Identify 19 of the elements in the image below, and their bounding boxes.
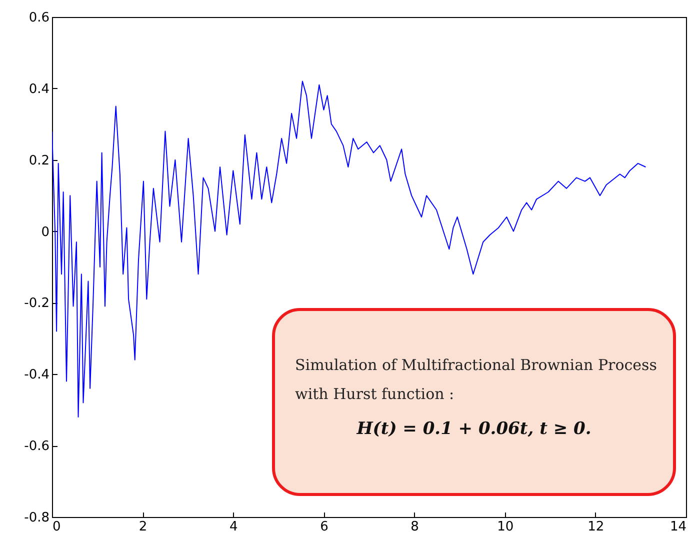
y-tick-label: 0 bbox=[41, 224, 50, 240]
x-tick-label: 2 bbox=[138, 520, 148, 534]
y-tick-label: 0.6 bbox=[28, 10, 50, 26]
y-tick-label: -0.6 bbox=[24, 439, 50, 454]
y-tick-label: -0.8 bbox=[24, 510, 50, 526]
x-tick-label: 4 bbox=[230, 520, 238, 534]
y-tick-label: -0.4 bbox=[24, 368, 50, 383]
x-tick-label: 12 bbox=[588, 520, 604, 534]
y-tick-label: -0.2 bbox=[24, 296, 50, 312]
x-tick-label: 0 bbox=[52, 520, 61, 534]
x-tick-label: 6 bbox=[320, 520, 328, 534]
x-tick-label: 8 bbox=[410, 520, 419, 534]
annotation: Simulation of Multifractional Brownian Process with Hurst function : bbox=[295, 355, 658, 405]
x-tick-label: 14 bbox=[670, 520, 686, 534]
y-tick-label: 0.4 bbox=[28, 82, 50, 97]
y-tick-label: 0.2 bbox=[28, 153, 50, 168]
annotation: H(t) = 0.1 + 0.06t, t ≥ 0. bbox=[355, 419, 592, 439]
note-box: Simulation of Multifractional Brownian Process with Hurst function : H(t) = 0.1 + 0.06t, t ≥ 0. bbox=[272, 308, 676, 496]
x-tick-label: 10 bbox=[497, 520, 514, 534]
